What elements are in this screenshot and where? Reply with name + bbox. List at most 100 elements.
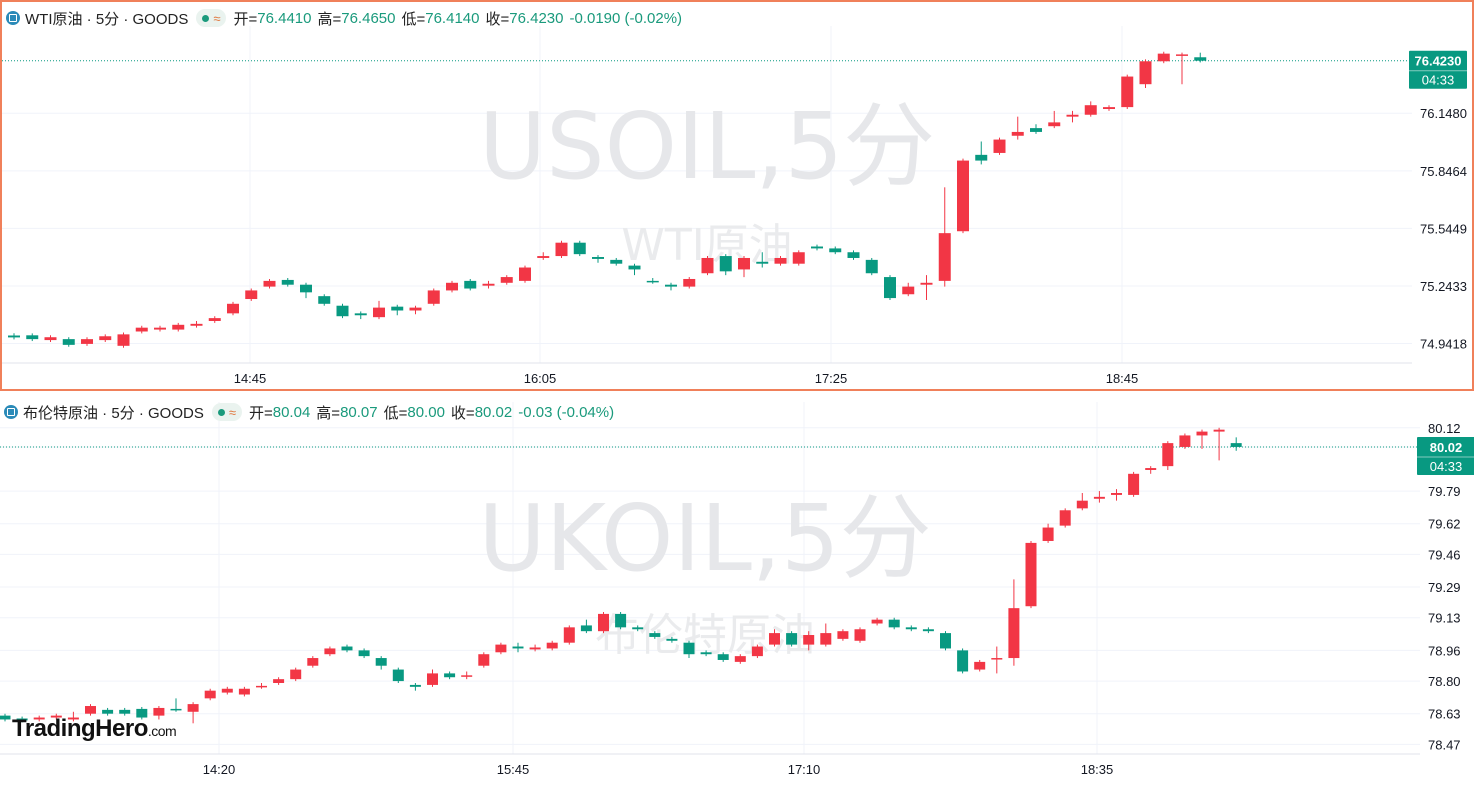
candle-body bbox=[208, 318, 221, 321]
change-value: -0.0190 (-0.02%) bbox=[569, 9, 683, 27]
open-label: 开= bbox=[248, 404, 273, 422]
candle-body bbox=[829, 248, 842, 253]
candle-body bbox=[646, 280, 659, 283]
candle-body bbox=[119, 709, 131, 714]
candle-body bbox=[1230, 443, 1242, 447]
price-tag bbox=[1417, 436, 1474, 475]
candle-body bbox=[888, 619, 900, 628]
candle-body bbox=[81, 339, 93, 344]
candle-body bbox=[1059, 510, 1071, 526]
usoil-title[interactable]: WTI原油 · 5分 · GOODS bbox=[25, 10, 189, 28]
candle-body bbox=[1030, 128, 1042, 132]
candle-body bbox=[922, 629, 934, 632]
candle-body bbox=[204, 690, 216, 699]
candle-body bbox=[478, 654, 490, 666]
high-label: 高= bbox=[316, 404, 341, 422]
price-tag bbox=[1409, 50, 1467, 89]
candle-body bbox=[580, 625, 592, 632]
symbol-icon[interactable] bbox=[6, 11, 20, 25]
ukoil-title[interactable]: 布伦特原油 · 5分 · GOODS bbox=[23, 404, 204, 422]
symbol-icon[interactable] bbox=[4, 405, 18, 419]
candle-body bbox=[738, 257, 750, 270]
candle-body bbox=[512, 646, 524, 649]
candle-body bbox=[1176, 54, 1188, 56]
x-axis-tick-label: 15:45 bbox=[497, 762, 530, 777]
candle-body bbox=[700, 652, 712, 655]
candle-body bbox=[391, 306, 404, 311]
candle-body bbox=[537, 256, 550, 258]
candle-body bbox=[50, 715, 62, 718]
candle-body bbox=[1128, 473, 1140, 495]
candle-body bbox=[358, 650, 370, 657]
candle-body bbox=[811, 246, 823, 249]
candle-body bbox=[135, 327, 148, 332]
candle-body bbox=[427, 290, 440, 304]
low-value: 80.00 bbox=[407, 403, 445, 421]
countdown-timer: 04:33 bbox=[1430, 459, 1463, 474]
candle-body bbox=[44, 337, 57, 341]
candle-body bbox=[227, 303, 239, 314]
candle-body bbox=[1011, 131, 1024, 136]
candle-body bbox=[837, 631, 849, 639]
candle-body bbox=[1008, 608, 1020, 659]
usoil-chart-canvas[interactable]: 76.1480 75.8464 75.5449 75.2433 74.9418 USOIL… bbox=[2, 2, 1472, 389]
candle-body bbox=[1076, 500, 1088, 509]
candle-body bbox=[701, 257, 714, 274]
candle-body bbox=[1066, 114, 1079, 117]
candle-body bbox=[354, 313, 367, 316]
ukoil-chart-panel[interactable]: 80.12 80.02 79.79 79.62 79.46 79.29 79.13 78.96… bbox=[0, 393, 1474, 788]
x-axis-tick-label: 14:20 bbox=[203, 762, 236, 777]
candle-body bbox=[8, 335, 20, 338]
candle-body bbox=[273, 679, 285, 683]
usoil-legend: WTI原油 · 5分 · GOODS ≈ 开= 76.4410 高= 76.4650… bbox=[6, 7, 682, 29]
candle-body bbox=[1048, 122, 1061, 127]
candle-body bbox=[67, 717, 79, 720]
candle-body bbox=[1213, 429, 1225, 432]
market-status-pill[interactable]: ≈ bbox=[196, 9, 227, 27]
candle-body bbox=[26, 335, 39, 340]
candle-body bbox=[290, 669, 302, 680]
countdown-timer: 04:33 bbox=[1422, 73, 1455, 88]
x-axis-tick-label: 18:45 bbox=[1106, 371, 1139, 386]
low-value: 76.4140 bbox=[425, 9, 480, 27]
close-label: 收= bbox=[450, 404, 475, 422]
candle-body bbox=[683, 278, 696, 287]
y-axis-tick-label: 75.2433 bbox=[1420, 279, 1467, 294]
candle-body bbox=[1042, 527, 1054, 541]
candle-body bbox=[1157, 53, 1170, 62]
candle-body bbox=[1196, 431, 1208, 436]
candle-body bbox=[300, 284, 312, 293]
candle-body bbox=[256, 685, 267, 688]
y-axis-tick-label: 79.62 bbox=[1428, 517, 1461, 532]
candle-body bbox=[803, 635, 815, 645]
change-value: -0.03 (-0.04%) bbox=[518, 403, 615, 421]
logo-brand: TradingHero bbox=[12, 715, 148, 742]
candle-body bbox=[719, 256, 732, 272]
logo-suffix: .com bbox=[147, 723, 177, 739]
candle-body bbox=[751, 646, 763, 657]
candle-body bbox=[519, 267, 531, 281]
ukoil-chart-canvas[interactable]: 80.12 80.02 79.79 79.62 79.46 79.29 79.13 78.96… bbox=[0, 393, 1474, 788]
y-axis-tick-label: 79.46 bbox=[1428, 547, 1461, 562]
market-status-pill[interactable]: ≈ bbox=[211, 403, 242, 421]
candle-body bbox=[666, 638, 678, 641]
candle-body bbox=[1194, 57, 1207, 61]
candle-body bbox=[786, 633, 798, 645]
candle-body bbox=[865, 259, 878, 274]
candle-body bbox=[409, 684, 421, 687]
usoil-chart-panel[interactable]: 76.1480 75.8464 75.5449 75.2433 74.9418 USOIL… bbox=[0, 0, 1474, 391]
high-value: 80.07 bbox=[340, 403, 378, 421]
candle-body bbox=[409, 307, 422, 311]
market-open-dot-icon bbox=[202, 14, 210, 22]
candle-body bbox=[187, 704, 199, 712]
candle-body bbox=[33, 717, 45, 720]
open-label: 开= bbox=[233, 10, 258, 28]
candle-body bbox=[991, 658, 1003, 660]
high-value: 76.4650 bbox=[341, 9, 396, 27]
candle-body bbox=[190, 323, 203, 326]
candle-body bbox=[85, 706, 96, 714]
candle-body bbox=[136, 708, 148, 718]
candle-body bbox=[555, 242, 568, 257]
candle-body bbox=[975, 154, 988, 161]
watermark-symbol: USOIL,5分 bbox=[479, 93, 935, 200]
